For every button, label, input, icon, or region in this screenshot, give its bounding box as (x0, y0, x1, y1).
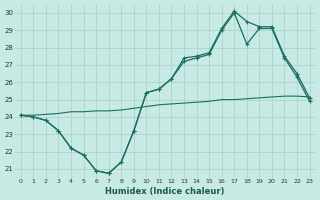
X-axis label: Humidex (Indice chaleur): Humidex (Indice chaleur) (106, 187, 225, 196)
